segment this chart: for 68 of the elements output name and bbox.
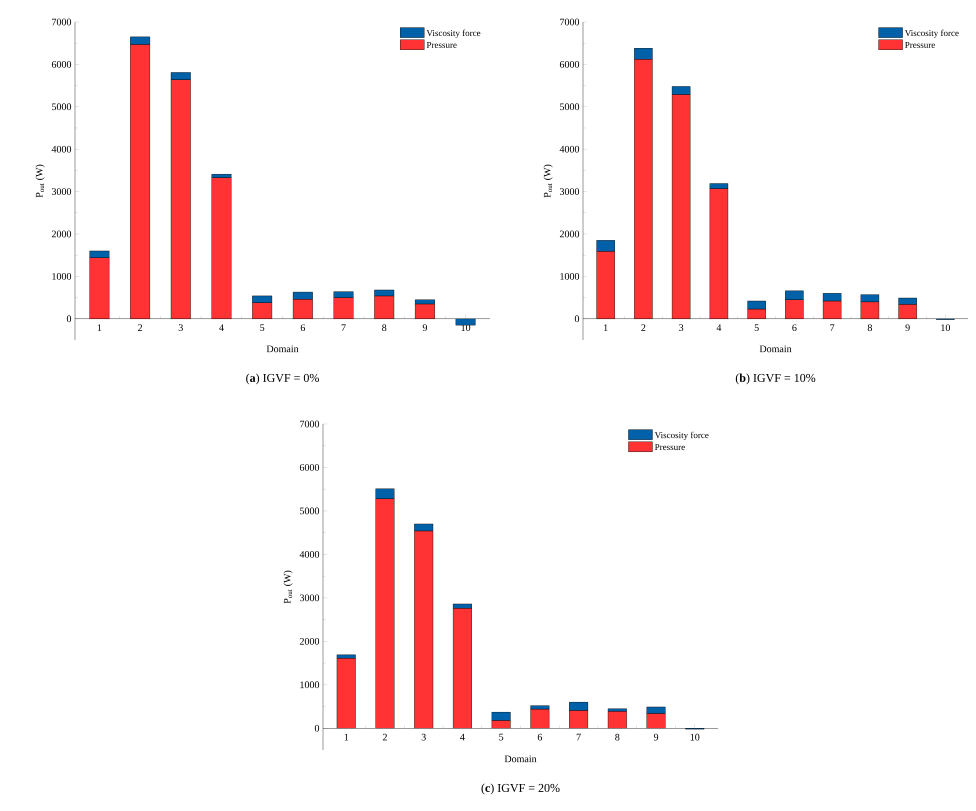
legend-label: Viscosity force — [654, 432, 709, 440]
y-tick-label: 0 — [574, 315, 580, 322]
y-tick-label: 6000 — [52, 61, 72, 68]
x-tick-label: 2 — [641, 324, 646, 331]
y-tick-label: 0 — [314, 724, 320, 732]
y-tick-label: 4000 — [300, 551, 320, 558]
x-tick-label: 8 — [868, 324, 872, 332]
y-tick-label: 2000 — [52, 230, 72, 238]
y-tick-label: 4000 — [52, 146, 72, 153]
y-tick-label: 6000 — [560, 61, 580, 68]
legend-label: Viscosity force — [426, 30, 480, 38]
x-tick-label: 10 — [690, 734, 700, 741]
x-tick-label: 9 — [654, 734, 658, 741]
y-tick-label: 5000 — [300, 508, 320, 514]
x-tick-label: 4 — [460, 734, 465, 740]
x-tick-label: 7 — [342, 324, 346, 331]
y-tick-label: 7000 — [560, 18, 580, 26]
x-tick-label: 6 — [792, 324, 797, 332]
x-tick-label: 1 — [344, 734, 348, 740]
x-tick-label: 3 — [422, 734, 426, 741]
y-tick-label: 5000 — [52, 103, 72, 110]
y-tick-label: 2000 — [560, 230, 580, 238]
y-tick-label: 1000 — [560, 273, 580, 280]
x-tick-label: 5 — [499, 734, 504, 740]
x-tick-label: 3 — [679, 324, 684, 332]
text: (b) IGVF = 10% — [736, 374, 816, 384]
x-tick-label: 2 — [138, 324, 142, 331]
x-axis-title: Domain — [760, 346, 792, 352]
y-tick-label: 5000 — [560, 103, 580, 110]
x-axis-title: Domain — [266, 346, 298, 352]
x-tick-label: 1 — [98, 324, 102, 331]
x-tick-label: 10 — [941, 324, 950, 332]
text: (a) IGVF = 0% — [246, 374, 319, 384]
x-tick-label: 3 — [178, 324, 183, 332]
y-tick-label: 7000 — [52, 18, 72, 26]
y-tick-label: 1000 — [300, 681, 320, 688]
legend-label: Pressure — [426, 42, 457, 48]
text: (c) IGVF = 20% — [482, 784, 560, 794]
y-axis-title: P$_{out}$ (W) — [544, 164, 553, 198]
y-tick-label: 1000 — [52, 273, 72, 280]
y-tick-label: 2000 — [300, 638, 320, 645]
x-tick-label: 7 — [830, 324, 834, 331]
x-tick-label: 8 — [382, 324, 386, 332]
x-tick-label: 4 — [219, 324, 224, 331]
x-tick-label: 2 — [382, 734, 387, 740]
y-tick-label: 3000 — [560, 188, 580, 195]
x-tick-label: 6 — [300, 324, 306, 332]
y-tick-label: 4000 — [560, 146, 580, 153]
x-tick-label: 9 — [422, 324, 427, 332]
y-tick-label: 0 — [66, 315, 72, 322]
x-tick-label: 5 — [260, 324, 264, 331]
x-tick-label: 4 — [716, 324, 722, 331]
x-tick-label: 6 — [538, 734, 542, 741]
y-tick-label: 3000 — [300, 594, 320, 602]
x-tick-label: 8 — [615, 734, 620, 741]
legend-label: Pressure — [654, 444, 685, 450]
y-axis-title: P$_{out}$ (W) — [284, 570, 293, 604]
y-tick-label: 7000 — [300, 420, 320, 428]
legend-label: Viscosity force — [904, 30, 959, 38]
x-tick-label: 5 — [754, 324, 759, 331]
x-axis-title: Domain — [504, 756, 536, 762]
legend-label: Pressure — [905, 42, 935, 48]
x-tick-label: 7 — [576, 734, 581, 740]
x-tick-label: 1 — [604, 324, 608, 331]
y-tick-label: 3000 — [52, 188, 72, 195]
x-tick-label: 9 — [905, 324, 910, 332]
y-tick-label: 6000 — [300, 464, 320, 471]
y-axis-title: P$_{out}$ (W) — [36, 164, 45, 198]
